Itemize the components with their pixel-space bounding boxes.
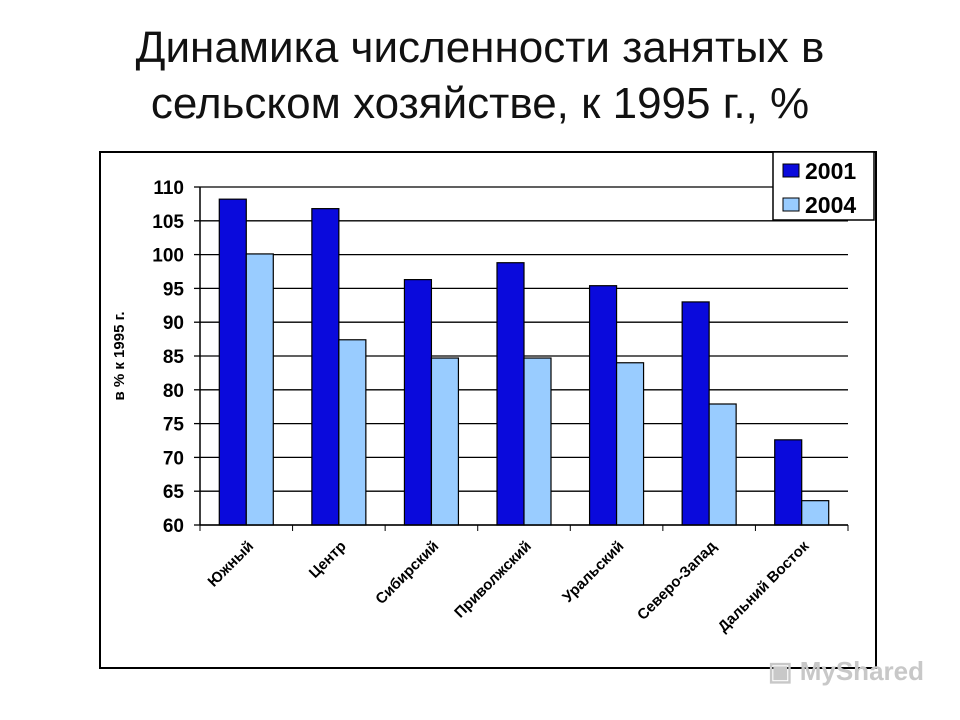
- y-tick-label: 70: [163, 448, 184, 469]
- bar-2001: [311, 208, 340, 526]
- bar-2004: [801, 500, 830, 526]
- bar-2004: [245, 253, 274, 526]
- y-tick-label: 75: [163, 415, 185, 436]
- y-tick-label: 85: [163, 347, 185, 368]
- bar-2004: [615, 362, 645, 526]
- bar-2001: [403, 279, 433, 526]
- y-tick-label: 90: [163, 313, 184, 334]
- y-tick-label: 95: [163, 279, 185, 300]
- chart-title: Динамика численности занятых в сельском …: [0, 20, 960, 132]
- watermark-logo: ▣ MyShared: [767, 656, 924, 686]
- y-tick-label: 80: [163, 381, 184, 402]
- y-tick-label: 100: [152, 246, 184, 267]
- legend-swatch-2001: [782, 163, 800, 178]
- legend-label-2004: 2004: [805, 192, 856, 218]
- bar-2004: [338, 339, 367, 526]
- bar-2001: [496, 262, 525, 526]
- bar-2004: [708, 403, 737, 526]
- y-tick-label: 110: [153, 178, 184, 199]
- chart-title-line-1: Динамика численности занятых в: [135, 23, 825, 72]
- bar-2001: [774, 439, 803, 526]
- y-tick-label: 65: [163, 482, 185, 503]
- legend-swatch-2004: [782, 197, 800, 212]
- bar-2001: [218, 198, 247, 526]
- bar-2001: [588, 285, 618, 526]
- y-axis-label: в % к 1995 г.: [111, 311, 128, 400]
- bar-2001: [681, 301, 710, 526]
- y-tick-label: 60: [163, 516, 184, 537]
- bar-2004: [430, 357, 460, 526]
- chart-title-line-2: сельском хозяйстве, к 1995 г., %: [150, 79, 810, 128]
- bar-2004: [523, 357, 552, 526]
- y-tick-label: 105: [152, 212, 184, 233]
- legend-label-2001: 2001: [805, 158, 856, 184]
